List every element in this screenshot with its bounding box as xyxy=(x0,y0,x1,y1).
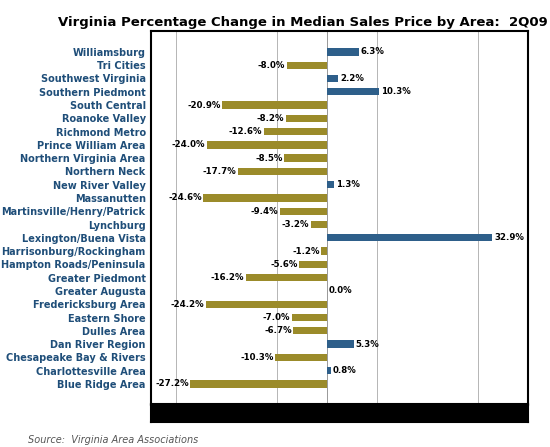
Bar xyxy=(204,194,327,202)
Bar xyxy=(327,367,331,374)
Bar xyxy=(327,75,338,82)
Bar xyxy=(206,141,327,148)
Text: -16.2%: -16.2% xyxy=(211,273,244,282)
Bar xyxy=(280,207,327,215)
Text: -24.0%: -24.0% xyxy=(172,140,205,149)
Text: -27.2%: -27.2% xyxy=(155,380,189,388)
Text: -8.0%: -8.0% xyxy=(258,61,285,70)
Text: -24.2%: -24.2% xyxy=(170,300,204,309)
Bar xyxy=(327,234,492,241)
Bar xyxy=(293,327,327,334)
Bar xyxy=(327,48,359,55)
Text: -10.3%: -10.3% xyxy=(240,353,274,362)
Text: -7.0%: -7.0% xyxy=(263,313,290,322)
Bar xyxy=(206,300,327,308)
Bar xyxy=(292,314,327,321)
Text: -8.2%: -8.2% xyxy=(257,114,284,123)
Text: Source:  Virginia Area Associations: Source: Virginia Area Associations xyxy=(28,435,198,445)
Text: -17.7%: -17.7% xyxy=(203,167,236,176)
Text: -24.6%: -24.6% xyxy=(168,194,202,202)
Bar xyxy=(287,62,327,69)
Bar xyxy=(276,354,327,361)
Text: 10.3%: 10.3% xyxy=(381,87,410,96)
Bar xyxy=(327,181,334,188)
Text: -8.5%: -8.5% xyxy=(256,154,283,163)
Text: 6.3%: 6.3% xyxy=(361,47,384,56)
Text: -6.7%: -6.7% xyxy=(265,326,292,335)
Text: 0.0%: 0.0% xyxy=(329,287,353,295)
Text: 1.3%: 1.3% xyxy=(336,180,360,189)
Text: -5.6%: -5.6% xyxy=(270,260,298,269)
Bar xyxy=(327,88,379,95)
Text: -1.2%: -1.2% xyxy=(292,247,320,256)
Text: -9.4%: -9.4% xyxy=(251,207,278,216)
Text: 0.8%: 0.8% xyxy=(333,366,357,375)
Text: 5.3%: 5.3% xyxy=(356,340,380,349)
Text: -20.9%: -20.9% xyxy=(187,101,221,110)
Text: -12.6%: -12.6% xyxy=(229,127,262,136)
Bar xyxy=(311,221,327,228)
Bar xyxy=(246,274,327,281)
Bar xyxy=(264,128,327,135)
Bar xyxy=(238,168,327,175)
Bar xyxy=(222,101,327,109)
Bar xyxy=(321,248,327,255)
Text: -3.2%: -3.2% xyxy=(282,220,310,229)
Text: Virginia Percentage Change in Median Sales Price by Area:  2Q09 vs. 2Q08: Virginia Percentage Change in Median Sal… xyxy=(58,16,550,29)
Bar xyxy=(284,155,327,162)
Text: 32.9%: 32.9% xyxy=(494,233,524,242)
Text: 2.2%: 2.2% xyxy=(340,74,364,83)
Bar xyxy=(190,380,327,388)
Bar xyxy=(299,261,327,268)
Bar xyxy=(327,341,354,348)
Bar xyxy=(286,115,327,122)
